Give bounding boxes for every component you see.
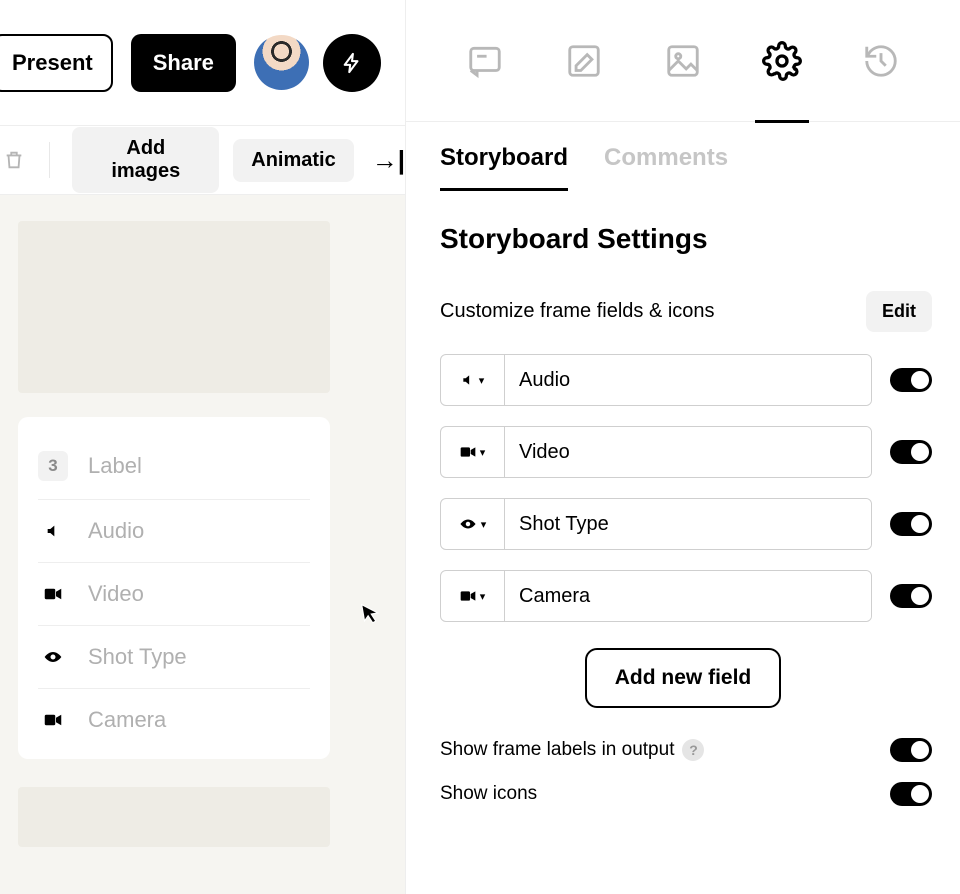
show-icons-label: Show icons: [440, 783, 537, 805]
tab-settings-icon[interactable]: [757, 36, 807, 86]
field-icon-select[interactable]: ▾: [441, 499, 505, 549]
bolt-button[interactable]: [323, 34, 381, 92]
field-toggle[interactable]: [890, 584, 932, 608]
share-button[interactable]: Share: [131, 34, 236, 92]
help-icon[interactable]: ?: [682, 739, 704, 761]
tab-comment-icon[interactable]: [460, 36, 510, 86]
field-name-input[interactable]: [505, 571, 871, 621]
tab-comments[interactable]: Comments: [604, 144, 728, 191]
chevron-down-icon: ▾: [479, 374, 485, 387]
avatar[interactable]: [254, 35, 309, 90]
video-icon: [38, 587, 68, 601]
trash-icon[interactable]: [0, 149, 27, 171]
field-icon-select[interactable]: ▾: [441, 571, 505, 621]
field-placeholder[interactable]: Shot Type: [88, 644, 187, 670]
frame-label-placeholder[interactable]: Label: [88, 453, 142, 479]
field-icon-select[interactable]: ▾: [441, 355, 505, 405]
tab-storyboard[interactable]: Storyboard: [440, 144, 568, 191]
edit-button[interactable]: Edit: [866, 291, 932, 332]
bolt-icon: [341, 50, 363, 76]
audio-icon: [38, 523, 68, 539]
show-labels-label: Show frame labels in output: [440, 739, 674, 761]
divider: [49, 142, 50, 178]
field-name-input[interactable]: [505, 499, 871, 549]
tab-edit-icon[interactable]: [559, 36, 609, 86]
field-placeholder[interactable]: Video: [88, 581, 144, 607]
video-icon: [38, 713, 68, 727]
add-images-button[interactable]: Add images: [72, 127, 219, 193]
animatic-button[interactable]: Animatic: [233, 139, 353, 182]
field-placeholder[interactable]: Audio: [88, 518, 144, 544]
chevron-down-icon: ▾: [480, 590, 486, 603]
panel-title: Storyboard Settings: [406, 191, 960, 255]
field-toggle[interactable]: [890, 440, 932, 464]
tab-image-icon[interactable]: [658, 36, 708, 86]
tab-history-icon[interactable]: [856, 36, 906, 86]
frame-number: 3: [38, 451, 68, 481]
frame-thumbnail[interactable]: [18, 787, 330, 847]
chevron-down-icon: ▾: [480, 446, 486, 459]
chevron-down-icon: ▾: [481, 518, 487, 531]
video-icon: [460, 590, 476, 602]
audio-icon: [461, 373, 475, 387]
video-icon: [460, 446, 476, 458]
show-icons-toggle[interactable]: [890, 782, 932, 806]
frame-card: 3 Label Audio Video: [18, 417, 330, 759]
field-toggle[interactable]: [890, 368, 932, 392]
show-labels-toggle[interactable]: [890, 738, 932, 762]
canvas-area: 3 Label Audio Video: [0, 195, 405, 894]
add-field-button[interactable]: Add new field: [585, 648, 782, 708]
present-button[interactable]: Present: [0, 34, 113, 92]
eye-icon: [38, 650, 68, 664]
field-icon-select[interactable]: ▾: [441, 427, 505, 477]
panel-subtitle: Customize frame fields & icons: [440, 300, 715, 323]
field-name-input[interactable]: [505, 427, 871, 477]
collapse-icon[interactable]: →|: [372, 145, 405, 176]
eye-icon: [459, 518, 477, 530]
field-placeholder[interactable]: Camera: [88, 707, 166, 733]
field-toggle[interactable]: [890, 512, 932, 536]
frame-thumbnail[interactable]: [18, 221, 330, 393]
field-name-input[interactable]: [505, 355, 871, 405]
